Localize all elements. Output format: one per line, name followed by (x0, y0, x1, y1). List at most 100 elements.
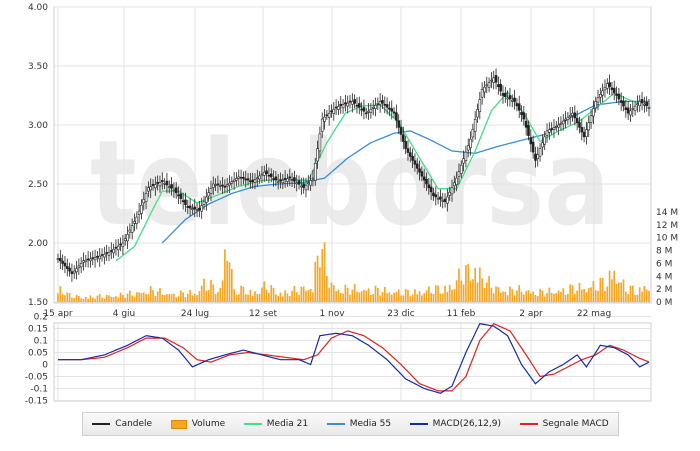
candle-body (91, 257, 95, 259)
candle-body (573, 112, 577, 119)
candle-body (286, 178, 289, 182)
candle-body (487, 82, 491, 88)
x-tick-label: 2 apr (519, 309, 543, 319)
volume-bar (101, 297, 103, 302)
volume-bar (205, 290, 208, 302)
candle-body (251, 179, 254, 182)
candle-body (504, 92, 507, 97)
x-tick-label: 12 set (249, 309, 278, 319)
candle-body (253, 179, 257, 183)
candle-body (439, 196, 442, 200)
candle-body (594, 101, 597, 109)
candle-body (348, 100, 352, 103)
volume-tick-label: 4 M (656, 272, 672, 282)
legend-item-media-55[interactable]: Media 55 (326, 419, 391, 429)
candle-body (283, 178, 287, 180)
candle-body (448, 191, 451, 196)
volume-bar (550, 292, 553, 302)
x-tick-label: 4 giu (113, 309, 136, 319)
legend-item-volume[interactable]: Volume (170, 419, 226, 429)
volume-bar (119, 292, 122, 302)
volume-bar (212, 284, 215, 302)
legend-label: Volume (191, 419, 226, 429)
legend-item-candele[interactable]: Candele (92, 419, 152, 429)
volume-bar (585, 292, 588, 302)
candle-body (580, 127, 584, 133)
candle-body (536, 154, 540, 159)
candle-body (214, 184, 217, 186)
candle-body (476, 109, 479, 118)
volume-bar (177, 296, 180, 302)
candle-body (267, 174, 271, 177)
candle-body (221, 184, 224, 187)
legend-item-signal[interactable]: Segnale MACD (519, 419, 609, 429)
x-tick-label: 1 nov (319, 309, 345, 319)
candle-body (63, 262, 67, 267)
candle-body (561, 120, 565, 125)
volume-bar (319, 267, 321, 302)
volume-bar (516, 290, 518, 302)
candle-body (520, 112, 523, 115)
volume-bar (307, 290, 310, 302)
volume-bar (342, 293, 344, 302)
candle-body (225, 184, 229, 187)
volume-bar (608, 270, 611, 302)
candle-body (422, 176, 426, 181)
volume-bar (233, 289, 235, 302)
candle-body (552, 127, 556, 131)
candle-body (337, 106, 340, 110)
candle-body (200, 205, 203, 212)
candle-body (589, 115, 593, 123)
volume-bar (288, 296, 291, 302)
volume-bar (78, 295, 80, 302)
volume-tick-label: 6 M (656, 259, 672, 269)
volume-bar (140, 293, 143, 302)
candle-body (633, 105, 637, 111)
volume-tick-label: 14 M (656, 208, 678, 218)
candle-body (406, 148, 410, 153)
candle-body (376, 103, 380, 105)
volume-bar (613, 270, 616, 302)
legend-label: Segnale MACD (542, 419, 609, 429)
candle-body (216, 183, 220, 186)
volume-bar (344, 284, 347, 302)
volume-bar (490, 287, 493, 302)
candle-body (367, 110, 370, 113)
volume-bar (611, 279, 613, 302)
legend-item-media-21[interactable]: Media 21 (243, 419, 308, 429)
volume-bar (298, 294, 300, 302)
candle-body (193, 206, 197, 210)
candle-body (418, 168, 421, 173)
volume-bar (242, 286, 245, 302)
candle-body (371, 107, 375, 109)
candle-body (249, 180, 252, 183)
candle-body (276, 181, 280, 183)
candle-body (297, 180, 301, 185)
volume-bar (193, 293, 196, 302)
candle-body (566, 116, 570, 121)
volume-bar (316, 255, 319, 302)
candle-body (98, 255, 102, 260)
candle-body (587, 122, 591, 131)
x-tick-label: 24 lug (181, 309, 209, 319)
volume-bar (407, 289, 409, 302)
volume-bar (217, 292, 219, 302)
volume-bar (481, 278, 483, 302)
volume-bar (624, 291, 627, 302)
volume-bar (207, 289, 210, 302)
volume-bar (553, 293, 555, 302)
candle-body (429, 186, 433, 193)
candle-body (529, 137, 533, 145)
candle-body (554, 125, 558, 128)
macd-tick-label: 0.15 (28, 325, 48, 335)
legend-item-macd[interactable]: MACD(26,12,9) (409, 419, 501, 429)
candle-body (228, 182, 231, 186)
candle-body (381, 100, 384, 104)
candle-body (541, 142, 544, 148)
candle-body (608, 82, 611, 87)
candle-body (100, 254, 104, 256)
candle-body (300, 185, 303, 188)
volume-bar (94, 298, 96, 302)
volume-tick-label: 8 M (656, 247, 672, 257)
volume-bar (196, 295, 198, 302)
